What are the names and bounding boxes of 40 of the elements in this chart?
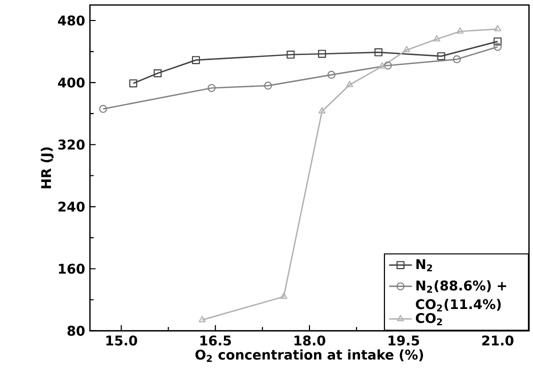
point <box>456 27 464 34</box>
point <box>346 81 354 88</box>
point <box>327 70 336 79</box>
point <box>494 38 502 46</box>
point <box>403 46 410 52</box>
point <box>286 50 295 59</box>
point <box>198 316 206 322</box>
legend-label: N$_{2}$ <box>416 259 432 272</box>
y-tick-label: 480 <box>58 16 85 26</box>
legend-label: CO$_{2}$ <box>416 313 442 326</box>
point <box>208 84 216 92</box>
point <box>154 69 162 78</box>
x-tick-label: 21.0 <box>482 336 514 346</box>
y-tick-label: 400 <box>58 78 85 88</box>
point <box>384 62 392 70</box>
point <box>378 62 386 69</box>
point <box>318 107 326 114</box>
point <box>494 43 502 52</box>
x-tick-label: 19.5 <box>388 336 420 346</box>
legend-label: N$_{2}$(88.6%) + CO$_{2}$(11.4%) <box>416 280 506 312</box>
point <box>192 56 200 64</box>
point <box>433 35 440 42</box>
x-axis-title: O$_{2}$ concentration at intake (%) <box>195 350 424 362</box>
point <box>99 105 108 114</box>
point <box>129 79 138 88</box>
point <box>318 50 326 58</box>
point <box>264 82 272 90</box>
x-tick-label: 18.0 <box>294 336 326 346</box>
point <box>437 52 446 60</box>
point <box>374 48 382 56</box>
point <box>452 55 461 64</box>
y-axis-title: HR (J) <box>40 148 54 188</box>
y-tick-label: 320 <box>58 140 85 150</box>
x-tick-label: 16.5 <box>200 336 231 346</box>
y-tick-label: 240 <box>58 202 85 212</box>
point <box>494 25 502 32</box>
y-tick-label: 160 <box>58 264 85 274</box>
y-tick-label: 80 <box>68 326 85 336</box>
point <box>280 292 288 300</box>
x-tick-label: 15.0 <box>106 336 138 346</box>
